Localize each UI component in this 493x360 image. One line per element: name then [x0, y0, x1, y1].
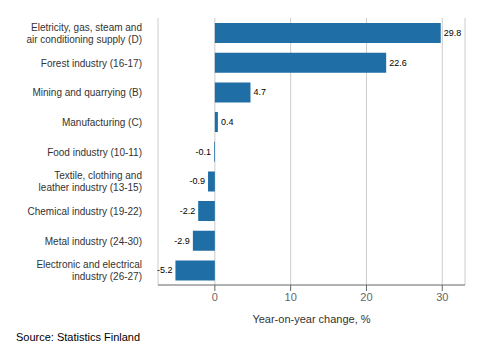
svg-text:Mining and quarrying (B): Mining and quarrying (B) [33, 87, 143, 98]
svg-text:20: 20 [360, 291, 372, 303]
svg-text:Manufacturing (C): Manufacturing (C) [62, 116, 142, 127]
svg-text:-0.9: -0.9 [190, 176, 206, 186]
svg-text:10: 10 [285, 291, 297, 303]
svg-text:30: 30 [436, 291, 448, 303]
svg-text:-2.9: -2.9 [174, 236, 190, 246]
svg-text:Chemical industry (19-22): Chemical industry (19-22) [28, 205, 143, 216]
svg-text:29.8: 29.8 [444, 28, 462, 38]
svg-text:-5.2: -5.2 [157, 265, 173, 275]
svg-text:4.7: 4.7 [253, 87, 266, 97]
svg-text:Food industry (10-11): Food industry (10-11) [47, 146, 142, 157]
svg-text:0.4: 0.4 [221, 117, 234, 127]
svg-text:Metal industry (24-30): Metal industry (24-30) [45, 235, 142, 246]
svg-text:-0.1: -0.1 [196, 147, 212, 157]
svg-text:Year-on-year change, %: Year-on-year change, % [252, 313, 370, 325]
html-text:Source: Statistics Finland: Source: Statistics Finland [16, 331, 141, 343]
svg-text:22.6: 22.6 [389, 58, 407, 68]
svg-text:-2.2: -2.2 [180, 206, 196, 216]
svg-text:Textile, clothing andleather i: Textile, clothing andleather industry (1… [39, 170, 142, 193]
svg-text:Forest industry (16-17): Forest industry (16-17) [41, 57, 142, 68]
svg-text:0: 0 [212, 291, 218, 303]
svg-text:Eletricity, gas, steam andair: Eletricity, gas, steam andair conditioni… [26, 21, 142, 44]
svg-text:Electronic and electricalindus: Electronic and electricalindustry (26-27… [36, 259, 142, 282]
